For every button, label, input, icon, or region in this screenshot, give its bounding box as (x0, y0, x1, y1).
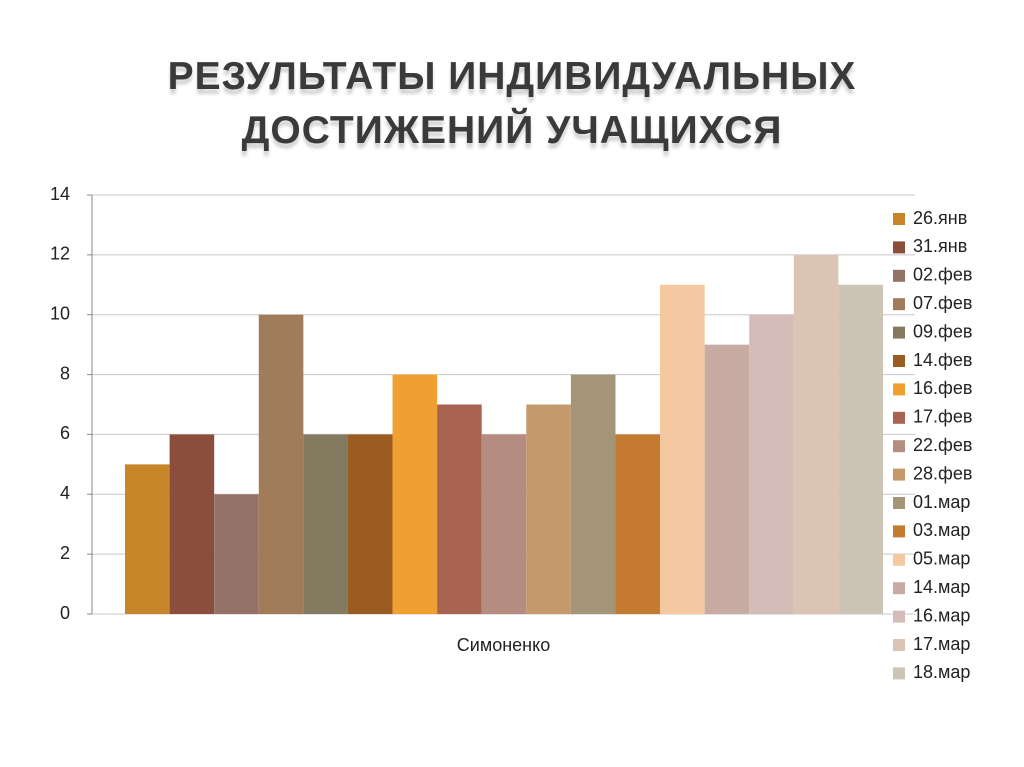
legend-swatch (893, 326, 905, 339)
legend-label: 03.мар (913, 520, 970, 540)
bar (437, 404, 482, 614)
legend-label: 16.мар (913, 605, 970, 625)
y-tick-label: 10 (50, 303, 70, 323)
legend-swatch (893, 525, 905, 538)
y-tick-label: 6 (60, 423, 70, 443)
bar (392, 374, 438, 614)
legend-swatch (893, 667, 905, 680)
y-tick-label: 8 (60, 363, 70, 383)
legend-label: 18.мар (913, 662, 970, 682)
y-tick-label: 2 (60, 543, 70, 563)
legend-label: 07.фев (913, 293, 972, 313)
legend-label: 14.мар (913, 577, 970, 597)
legend-label: 26.янв (913, 208, 967, 228)
legend-swatch (893, 269, 905, 282)
y-tick-label: 12 (50, 244, 70, 264)
legend-label: 28.фев (913, 463, 972, 483)
bar (347, 434, 393, 614)
legend-swatch (893, 440, 905, 453)
legend-swatch (893, 497, 905, 509)
legend-label: 09.фев (913, 321, 972, 341)
bar (615, 434, 661, 614)
bar (526, 404, 571, 614)
bar (303, 434, 348, 614)
legend-swatch (893, 411, 905, 424)
legend-label: 31.янв (913, 236, 967, 256)
legend-swatch (893, 213, 905, 225)
legend-swatch (893, 355, 905, 367)
legend-label: 01.мар (913, 492, 970, 512)
y-tick-label: 14 (50, 184, 70, 204)
legend-swatch (893, 639, 905, 651)
legend-label: 05.мар (913, 549, 970, 569)
legend-label: 14.фев (913, 350, 972, 370)
legend-swatch (893, 241, 905, 254)
legend-swatch (893, 383, 905, 396)
bar (838, 284, 883, 614)
bar (125, 464, 170, 614)
legend-label: 16.фев (913, 378, 972, 398)
bar (570, 374, 616, 614)
x-tick-label: Симоненко (457, 635, 550, 655)
legend-label: 17.мар (913, 634, 970, 654)
bar (793, 254, 839, 614)
y-tick-label: 4 (60, 483, 70, 503)
legend-swatch (893, 468, 905, 481)
bar (749, 314, 794, 614)
legend-swatch (893, 610, 905, 623)
legend-label: 02.фев (913, 265, 972, 285)
chart-title: РЕЗУЛЬТАТЫ ИНДИВИДУАЛЬНЫХ ДОСТИЖЕНИЙ УЧА… (167, 55, 857, 152)
bar (169, 434, 215, 614)
legend-label: 17.фев (913, 407, 972, 427)
bar (704, 344, 750, 614)
legend-swatch (893, 582, 905, 595)
legend-label: 22.фев (913, 435, 972, 455)
legend-swatch (893, 553, 905, 566)
bar (214, 494, 259, 614)
bar (481, 434, 527, 614)
legend-swatch (893, 298, 905, 311)
bar (660, 284, 705, 614)
bar (258, 314, 304, 614)
y-tick-label: 0 (60, 603, 70, 623)
